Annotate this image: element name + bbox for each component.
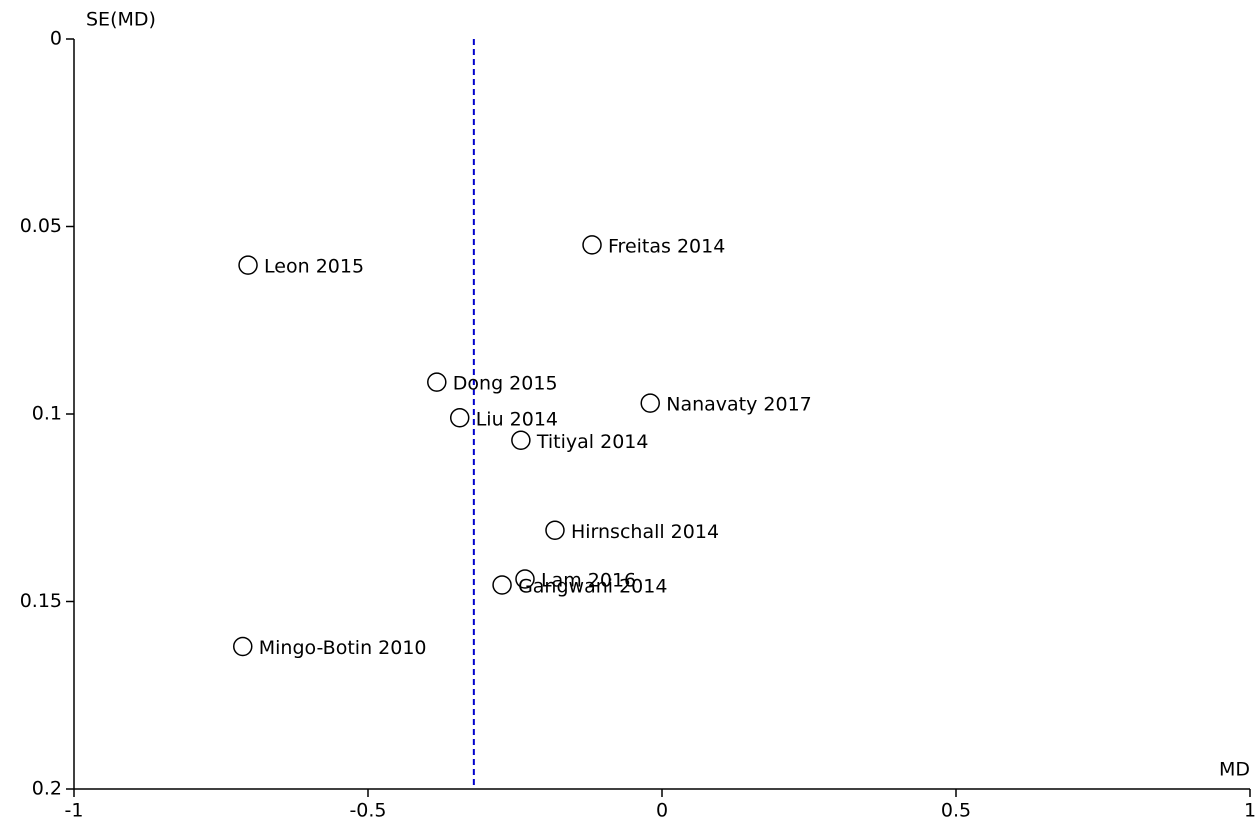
point [582, 235, 602, 255]
point-label: Titiyal 2014 [536, 431, 649, 453]
point-label: Mingo-Botin 2010 [259, 637, 427, 659]
point [238, 255, 258, 275]
point [515, 569, 535, 589]
point [545, 520, 565, 540]
point [233, 636, 253, 657]
point-label: Liu 2014 [476, 408, 558, 430]
x-tick-label: -1 [65, 800, 84, 822]
y-tick-label: 0 [50, 28, 62, 50]
point-label: Freitas 2014 [608, 235, 725, 257]
x-tick-label: 0 [656, 800, 668, 822]
point-label: Dong 2015 [453, 373, 558, 395]
y-tick-label: 0.2 [32, 778, 62, 800]
y-tick-label: 0.05 [20, 215, 62, 237]
point-label: Nanavaty 2017 [666, 394, 812, 416]
x-axis-label: MD [1219, 759, 1250, 781]
y-tick-label: 0.1 [32, 403, 62, 425]
y-tick-label: 0.15 [20, 590, 62, 612]
x-tick-label: 1 [1244, 800, 1256, 822]
point-label: Gangwani 2014 [518, 576, 667, 598]
point [492, 575, 512, 595]
x-tick-label: 0.5 [941, 800, 971, 822]
x-tick-label: -0.5 [349, 800, 386, 822]
point-label: Hirnschall 2014 [571, 521, 719, 543]
point-label: Leon 2015 [264, 256, 364, 278]
point [427, 372, 447, 392]
point-label: Lam 2016 [541, 570, 636, 592]
point [449, 408, 470, 428]
y-axis-label: SE(MD) [86, 9, 156, 31]
point [640, 393, 660, 413]
point [511, 430, 531, 450]
